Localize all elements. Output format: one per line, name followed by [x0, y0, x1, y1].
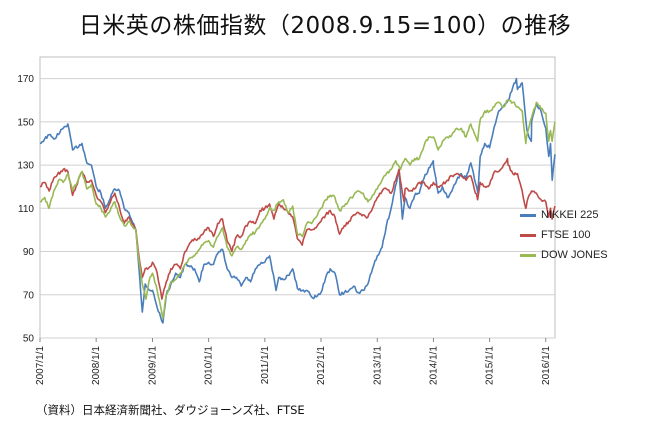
x-tick-label: 2008/1/1 [91, 346, 102, 385]
y-tick-label: 130 [17, 161, 34, 172]
chart-title: 日米英の株価指数（2008.9.15=100）の推移 [78, 13, 572, 39]
x-tick-label: 2010/1/1 [204, 346, 215, 385]
legend-swatch-dow [520, 253, 536, 257]
x-tick-label: 2009/1/1 [147, 346, 158, 385]
legend-item-ftse: FTSE 100 [520, 225, 608, 245]
x-tick-label: 2013/1/1 [372, 346, 383, 385]
legend-label-ftse: FTSE 100 [541, 229, 591, 241]
legend-item-nikkei: NIKKEI 225 [520, 205, 608, 225]
series-line-ftse-100 [39, 157, 556, 300]
legend-label-dow: DOW JONES [541, 249, 608, 261]
y-tick-label: 50 [23, 334, 35, 345]
y-tick-label: 170 [17, 74, 34, 85]
x-tick-label: 2016/1/1 [541, 346, 552, 385]
x-tick-label: 2007/1/1 [35, 346, 46, 385]
legend-swatch-nikkei [520, 213, 536, 217]
legend-label-nikkei: NIKKEI 225 [541, 209, 599, 221]
chart-legend: NIKKEI 225 FTSE 100 DOW JONES [520, 205, 608, 265]
x-tick-label: 2015/1/1 [485, 346, 496, 385]
x-tick-label: 2014/1/1 [428, 346, 439, 385]
source-note: （資料）日本経済新聞社、ダウジョーンズ社、FTSE [36, 403, 305, 417]
legend-swatch-ftse [520, 233, 536, 237]
series-line-dow-jones [39, 99, 556, 320]
y-tick-label: 90 [23, 247, 35, 258]
series-line-nikkei-225 [39, 77, 556, 324]
y-tick-label: 110 [18, 204, 34, 215]
y-tick-label: 150 [17, 117, 34, 128]
x-tick-label: 2012/1/1 [316, 346, 327, 385]
y-tick-label: 70 [23, 290, 35, 301]
x-tick-label: 2011/1/1 [260, 346, 271, 385]
legend-item-dow: DOW JONES [520, 245, 608, 265]
